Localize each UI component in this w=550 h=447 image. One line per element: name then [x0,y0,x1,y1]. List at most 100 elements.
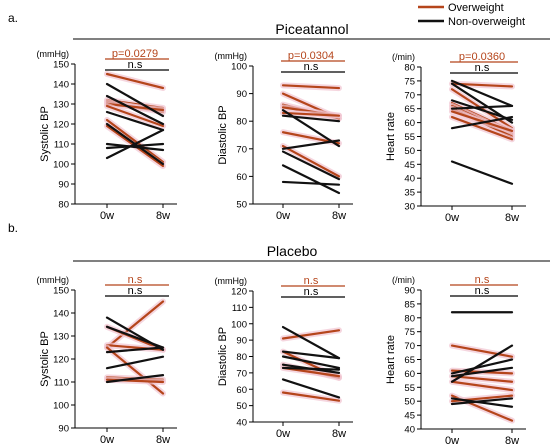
y-tick-label: 40 [404,174,415,185]
y-tick-label: 70 [404,341,415,352]
stat-label-overweight: n.s [128,274,143,286]
series-line-overweight [450,88,514,130]
y-tick-label: 80 [236,117,247,128]
series-line-non-overweight [281,366,341,371]
unit-label: (/min) [392,52,415,62]
stat-label-non-overweight: n.s [475,62,490,74]
series-line-non-overweight [450,99,514,121]
unit-label: (mmHg) [215,51,248,61]
stat-label-overweight: n.s [475,274,490,286]
y-tick-label: 45 [404,411,415,422]
x-tick-label: 0w [276,428,290,440]
y-tick-label: 60 [236,172,247,183]
unit-label: (mmHg) [37,49,70,59]
stat-label-non-overweight: n.s [128,59,143,71]
y-tick-label: 85 [404,299,415,310]
y-tick-label: 100 [53,160,69,171]
y-axis-title: Heart rate [385,335,397,384]
x-tick-label: 8w [156,434,170,446]
y-tick-label: 50 [404,146,415,157]
unit-label: (/min) [392,275,415,285]
panel-b-letter: b. [8,221,18,235]
series-line-overweight [105,346,165,395]
y-tick-label: 40 [236,418,247,429]
chart-piceatannol-heart-rate: 30 35 40 45 50 55 60 65 70 75 80 0w 8w (/min) Heart ra… [385,51,526,224]
series-line-overweight [450,344,514,358]
y-tick-label: 50 [236,200,247,211]
y-tick-label: 70 [236,144,247,155]
x-tick-label: 0w [100,210,114,222]
y-axis-title: Systolic BP [39,331,51,387]
y-tick-label: 140 [53,309,69,320]
x-tick-label: 0w [445,435,459,447]
y-tick-label: 35 [404,188,415,199]
y-tick-label: 60 [404,118,415,129]
panel-a-title: Piceatannol [275,21,348,37]
series-line-non-overweight [450,397,514,406]
series-line-overweight [281,391,341,402]
stat-label-overweight: p=0.0360 [459,51,505,63]
series-line-overweight [450,110,514,133]
y-axis-title: Diastolic BP [217,105,229,164]
x-tick-label: 0w [445,212,459,224]
legend-label-overweight: Overweight [448,2,504,14]
x-tick-label: 0w [276,210,290,222]
y-tick-label: 60 [236,385,247,396]
series-line-non-overweight [450,160,514,185]
y-tick-label: 90 [404,286,415,297]
series-line-non-overweight [450,344,514,383]
series-line-non-overweight [105,374,165,384]
y-tick-label: 80 [404,63,415,74]
y-tick-label: 90 [236,336,247,347]
y-tick-label: 65 [404,104,415,115]
y-tick-label: 120 [53,355,69,366]
unit-label: (mmHg) [37,275,70,285]
y-tick-label: 130 [53,332,69,343]
x-tick-label: 8w [505,435,519,447]
y-tick-label: 55 [404,132,415,143]
series-line-overweight [281,144,341,178]
y-tick-label: 120 [231,287,247,298]
y-tick-label: 100 [231,319,247,330]
series-line-overweight [450,380,514,392]
series-line-non-overweight [450,115,514,130]
x-tick-label: 8w [332,428,346,440]
series-line-overweight [450,375,514,383]
y-tick-label: 100 [231,62,247,73]
chart-placebo-diastolic: 40 50 60 70 80 90 100 110 120 0w 8w (mmHg) Diastolic… [215,275,353,440]
series-line-overweight [450,115,514,141]
y-tick-label: 60 [404,369,415,380]
series-line-non-overweight [450,358,514,375]
y-tick-label: 140 [53,80,69,91]
series-line-non-overweight [281,114,341,123]
y-tick-label: 110 [54,378,69,389]
y-tick-label: 100 [53,401,69,412]
series-line-non-overweight [105,355,165,370]
y-tick-label: 30 [404,202,415,213]
y-tick-label: 150 [53,60,69,71]
y-tick-label: 130 [53,100,69,111]
series-line-overweight [105,104,165,128]
series-line-non-overweight [281,150,341,181]
chart-placebo-heart-rate: 40 45 50 55 60 65 70 75 80 85 90 0w 8w (/min) Heart ra… [385,274,526,447]
unit-label: (mmHg) [215,276,248,286]
y-tick-label: 50 [236,401,247,412]
y-tick-label: 80 [58,200,69,211]
series-line-non-overweight [281,325,341,360]
y-tick-label: 80 [404,313,415,324]
series-line-non-overweight [450,79,514,108]
stat-label-overweight: p=0.0304 [288,50,334,62]
y-tick-label: 120 [53,120,69,131]
stat-label-overweight: p=0.0279 [112,48,158,60]
series-line-non-overweight [450,104,514,110]
series-line-non-overweight [105,142,165,150]
y-tick-label: 75 [404,327,415,338]
stat-label-non-overweight: n.s [304,61,319,73]
y-tick-label: 90 [58,424,69,435]
y-axis-title: Heart rate [385,112,397,161]
x-tick-label: 0w [100,434,114,446]
series-line-non-overweight [105,346,165,354]
y-tick-label: 65 [404,355,415,366]
stat-label-non-overweight: n.s [475,285,490,297]
